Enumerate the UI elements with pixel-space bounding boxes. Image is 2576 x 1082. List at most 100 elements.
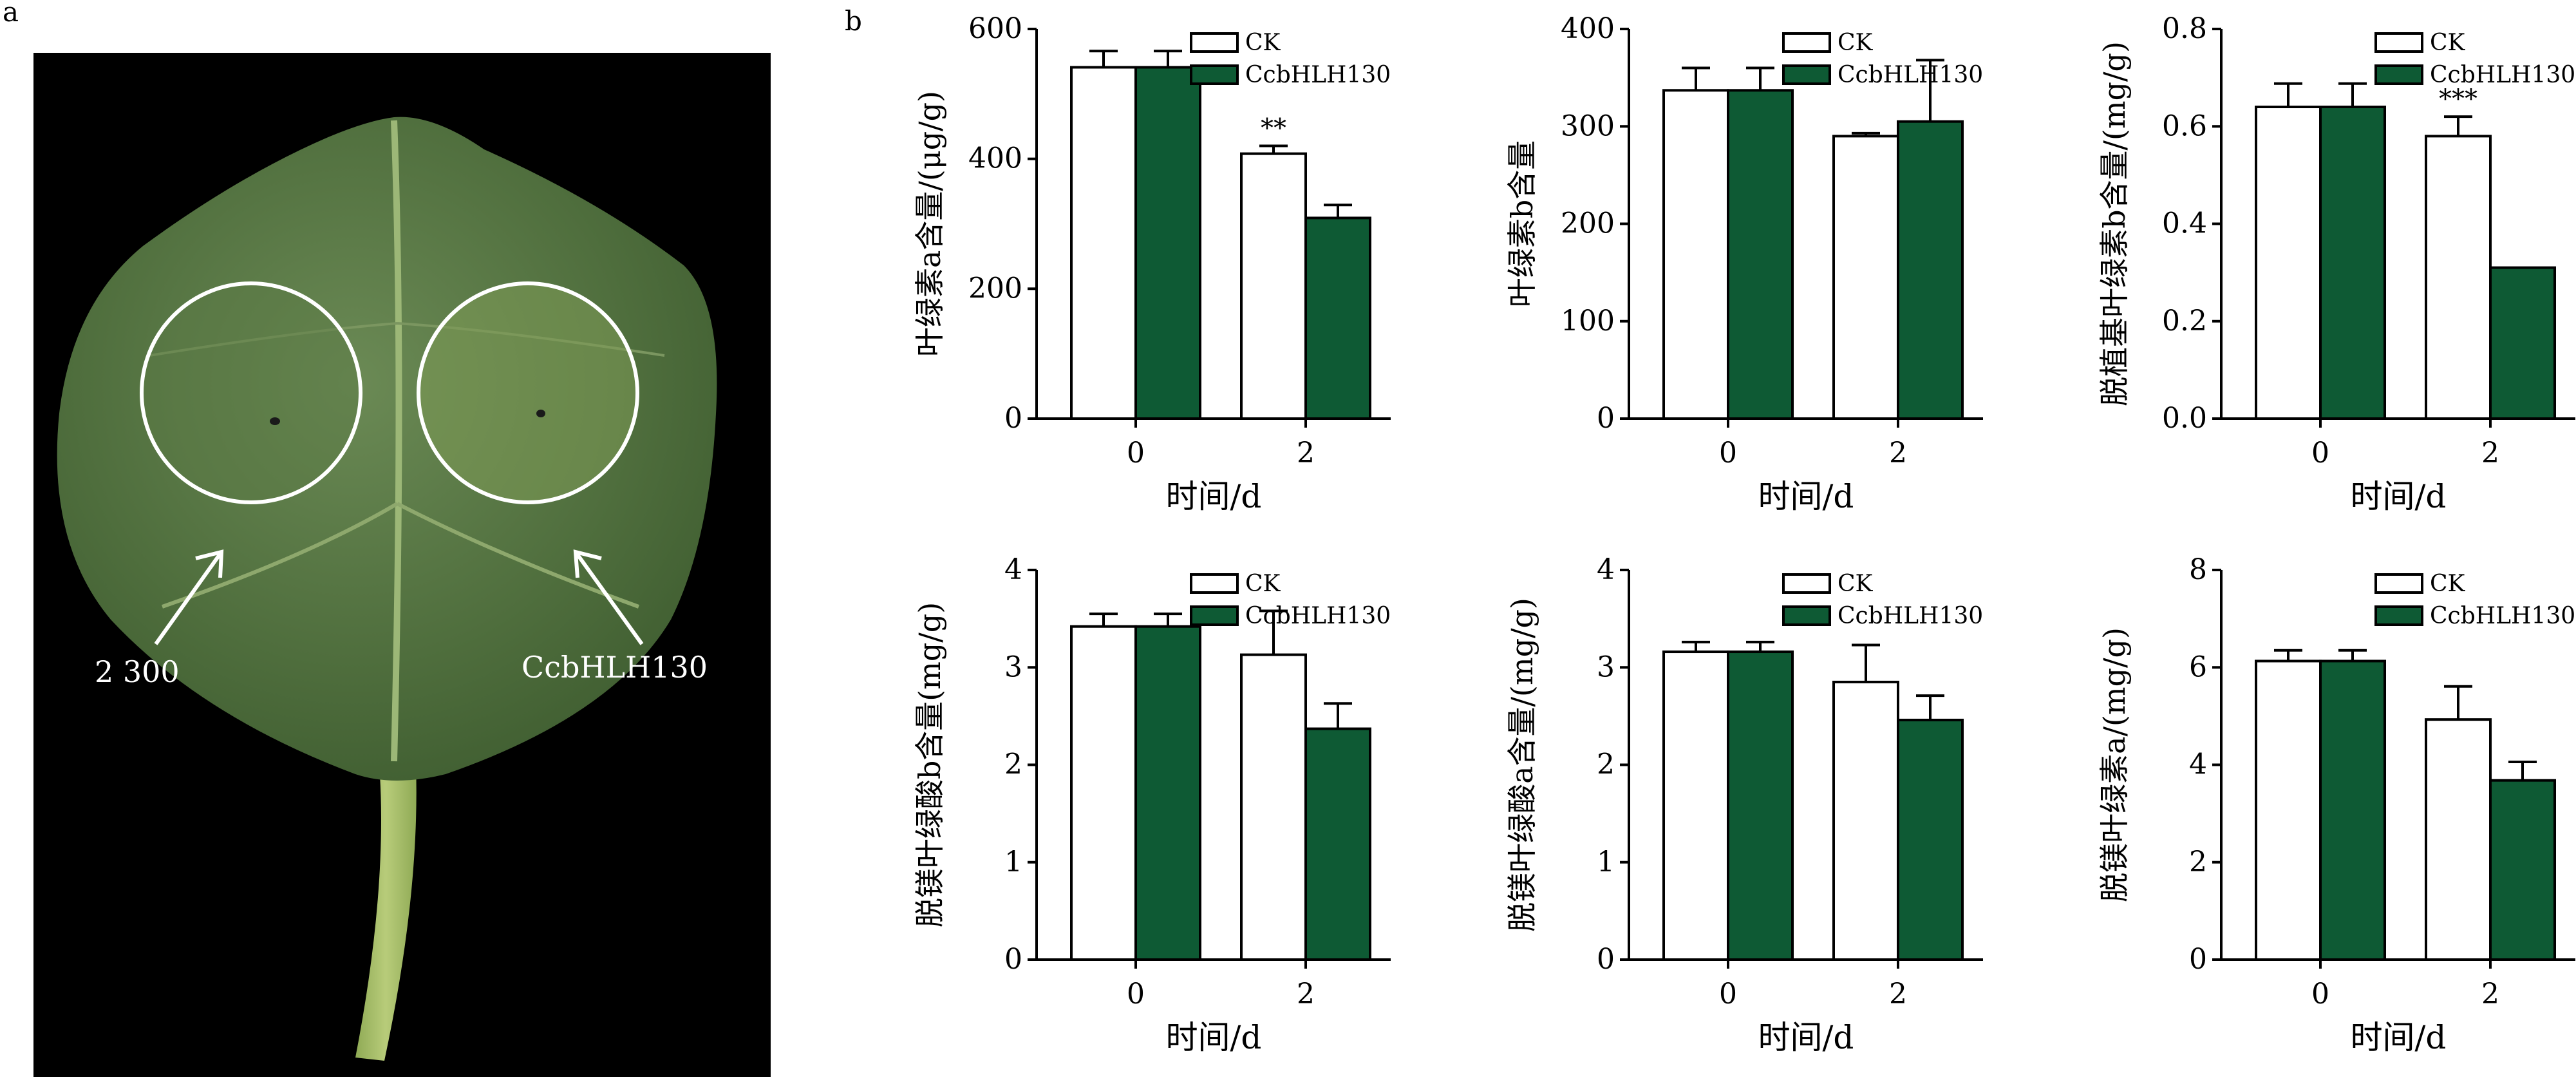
legend-label: CcbHLH130 — [1838, 603, 1983, 629]
y-axis-label: 脱植基叶绿素b含量/(mg/g) — [2097, 41, 2132, 406]
x-axis-label: 时间/d — [1166, 1019, 1262, 1056]
injection-hole — [270, 417, 280, 425]
legend-label: CK — [1245, 30, 1281, 56]
y-tick-label: 0.8 — [2162, 12, 2207, 45]
legend-label: CcbHLH130 — [1245, 62, 1391, 88]
y-tick-label: 0 — [2189, 943, 2207, 976]
panel-a-label: a — [3, 0, 19, 28]
legend-swatch — [2374, 64, 2423, 85]
bar — [1304, 216, 1371, 420]
legend-label: CcbHLH130 — [2430, 603, 2575, 629]
y-axis-label: 脱镁叶绿酸a含量/(mg/g) — [1505, 598, 1539, 932]
leaf-midrib — [391, 120, 402, 762]
y-axis-label: 叶绿素b含量 — [1505, 140, 1539, 307]
legend-swatch — [1190, 605, 1239, 626]
legend-label: CK — [2430, 571, 2466, 597]
x-axis-label: 时间/d — [1758, 478, 1854, 515]
leaf-vein — [396, 502, 640, 609]
bar — [2319, 660, 2386, 961]
y-tick-label: 1 — [1004, 846, 1022, 878]
bar — [1897, 120, 1964, 420]
chart-chlorophyll-a: 0 200 400 600 0 2 ** 时间/d 叶绿素a含量/(μg/g) CK CcbHLH1… — [912, 12, 1391, 515]
y-tick-label: 2 — [1004, 748, 1022, 781]
infiltration-circle-control — [140, 281, 362, 504]
y-tick-label: 8 — [2189, 553, 2207, 586]
arrow-icon — [154, 549, 224, 645]
y-tick-label: 0 — [1004, 943, 1022, 976]
legend-label: CK — [1838, 30, 1874, 56]
bar — [2489, 266, 2556, 420]
y-tick-label: 4 — [2189, 748, 2207, 781]
legend-label: CK — [2430, 30, 2466, 56]
y-tick-label: 200 — [968, 272, 1022, 305]
legend-swatch — [2374, 605, 2423, 626]
x-tick-label: 0 — [1719, 437, 1737, 470]
y-tick-label: 1 — [1597, 846, 1615, 878]
bar — [1240, 152, 1307, 420]
bar — [1832, 680, 1899, 961]
leaf-stem — [355, 723, 417, 1061]
x-tick-label: 0 — [1127, 978, 1145, 1011]
legend-label: CK — [1245, 571, 1281, 597]
x-axis-label: 时间/d — [1758, 1019, 1854, 1056]
leaf-photo: 2 300 CcbHLH130 — [33, 53, 771, 1077]
bar — [2255, 106, 2322, 420]
y-axis-label: 叶绿素a含量/(μg/g) — [912, 91, 947, 357]
legend-swatch — [1190, 573, 1239, 594]
y-tick-label: 200 — [1561, 207, 1615, 240]
bar — [1662, 89, 1729, 420]
legend-swatch — [2374, 573, 2423, 594]
y-tick-label: 600 — [968, 12, 1022, 45]
x-tick-label: 0 — [2311, 978, 2329, 1011]
legend-swatch — [1782, 573, 1831, 594]
chart-pheophytin-a: 0 2 4 6 8 0 2 时间/d 脱镁叶绿素a/(mg/g) CK CcbHLH130 — [2097, 553, 2575, 1056]
bar — [2425, 135, 2492, 420]
significance-marker: ** — [1261, 114, 1286, 144]
bar — [1897, 718, 1964, 961]
y-tick-label: 0 — [1597, 943, 1615, 976]
y-tick-label: 0.2 — [2162, 305, 2207, 337]
annotation-control: 2 300 — [95, 654, 180, 689]
chart-chlorophyll-b: 0 100 200 300 400 0 2 时间/d 叶绿素b含量 CK CcbHLH130 — [1505, 12, 1983, 515]
legend-swatch — [1190, 64, 1239, 85]
y-tick-label: 100 — [1561, 305, 1615, 337]
bar — [1727, 89, 1794, 420]
y-axis-label: 脱镁叶绿素a/(mg/g) — [2097, 627, 2132, 902]
bar — [1240, 653, 1307, 961]
chart-chlorophyllide-b: 0.0 0.2 0.4 0.6 0.8 0 2 *** 时间/d 脱植基叶绿素b含量/(mg/g)… — [2097, 12, 2575, 515]
y-tick-label: 0.0 — [2162, 402, 2207, 435]
x-tick-label: 0 — [1719, 978, 1737, 1011]
leaf-vein — [162, 502, 399, 609]
x-tick-label: 2 — [1889, 437, 1907, 470]
leaf-vein — [149, 322, 398, 357]
y-tick-label: 3 — [1004, 650, 1022, 683]
legend-swatch — [2374, 32, 2423, 53]
y-tick-label: 0 — [1597, 402, 1615, 435]
bar — [2255, 660, 2322, 961]
x-axis-label: 时间/d — [2351, 1019, 2447, 1056]
x-tick-label: 2 — [2481, 437, 2499, 470]
arrow-icon — [573, 549, 644, 645]
legend-swatch — [1782, 64, 1831, 85]
y-tick-label: 6 — [2189, 650, 2207, 683]
legend-label: CK — [1838, 571, 1874, 597]
bar — [1832, 135, 1899, 420]
legend-label: CcbHLH130 — [2430, 62, 2575, 88]
legend-swatch — [1782, 32, 1831, 53]
y-tick-label: 300 — [1561, 109, 1615, 142]
bar — [2425, 718, 2492, 961]
y-tick-label: 4 — [1004, 553, 1022, 586]
panel-b-label: b — [845, 5, 862, 37]
y-tick-label: 4 — [1597, 553, 1615, 586]
bar — [2319, 106, 2386, 420]
x-tick-label: 2 — [2481, 978, 2499, 1011]
x-tick-label: 2 — [1297, 437, 1315, 470]
x-axis-label: 时间/d — [2351, 478, 2447, 515]
y-tick-label: 0.4 — [2162, 207, 2207, 240]
chart-pheophorbide-b: 0 1 2 3 4 0 2 时间/d 脱镁叶绿酸b含量(mg/g) CK CcbHLH130 — [912, 553, 1391, 1056]
y-tick-label: 0 — [1004, 402, 1022, 435]
bar — [1662, 650, 1729, 962]
y-tick-label: 3 — [1597, 650, 1615, 683]
y-tick-label: 2 — [1597, 748, 1615, 781]
legend-swatch — [1782, 605, 1831, 626]
